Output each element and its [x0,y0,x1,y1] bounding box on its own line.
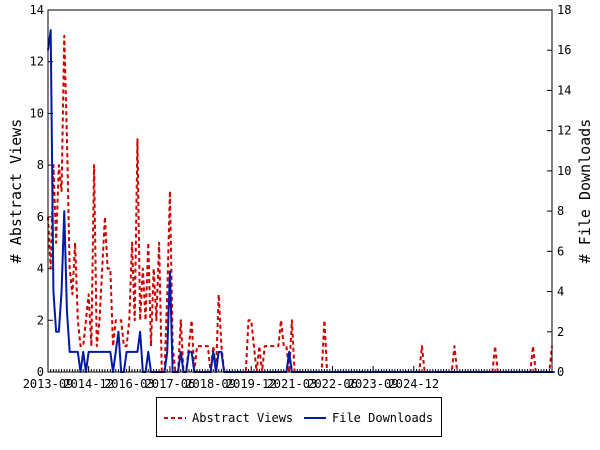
y-tick-label: 12 [30,55,44,69]
y2-tick-label: 6 [557,244,564,258]
y-tick-label: 0 [37,365,44,379]
y2-tick-label: 16 [557,43,571,57]
legend-item-abstract-views: Abstract Views [164,411,293,425]
x-tick-label: 2014-12 [63,377,114,391]
y2-tick-label: 12 [557,124,571,138]
y2-tick-label: 14 [557,83,571,97]
x-tick-label: 2023-09 [348,377,399,391]
y-tick-label: 4 [37,262,44,276]
abstract-views-line [47,34,553,373]
y2-tick-label: 0 [557,365,564,379]
y-tick-label: 8 [37,158,44,172]
tick-marks [47,9,553,373]
y-tick-label: 6 [37,210,44,224]
y-tick-label: 2 [37,313,44,327]
y2-tick-label: 4 [557,285,564,299]
legend-item-file-downloads: File Downloads [304,411,433,425]
x-tick-label: 2019-12 [226,377,277,391]
y2-tick-label: 8 [557,204,564,218]
legend-swatch-dashed-red [164,417,186,419]
x-tick-label: 2024-12 [389,377,440,391]
x-tick-label: 2016-03 [104,377,155,391]
legend: Abstract Views File Downloads [156,397,442,437]
y2-axis-title: # File Downloads [576,119,594,264]
y2-tick-label: 18 [557,3,571,17]
x-tick-label: 2017-06 [145,377,196,391]
y-tick-label: 14 [30,3,44,17]
y2-tick-label: 10 [557,164,571,178]
legend-label: File Downloads [332,411,434,425]
file-downloads-line [47,29,555,373]
x-tick-label: 2018-09 [185,377,236,391]
y2-tick-label: 2 [557,325,564,339]
x-tick-label: 2022-06 [307,377,358,391]
y-tick-label: 10 [30,106,44,120]
plot-frame [47,9,553,373]
series-lines [47,29,555,373]
x-tick-label: 2013-09 [23,377,74,391]
tick-labels: 0 2 4 6 8 10 12 14 0 2 4 6 8 10 12 14 16 18 2013-092014-12… [23,3,572,391]
legend-label: Abstract Views [192,411,294,425]
x-tick-label: 2021-03 [267,377,318,391]
legend-swatch-solid-blue [304,417,326,419]
y-axis-title: # Abstract Views [7,119,25,264]
